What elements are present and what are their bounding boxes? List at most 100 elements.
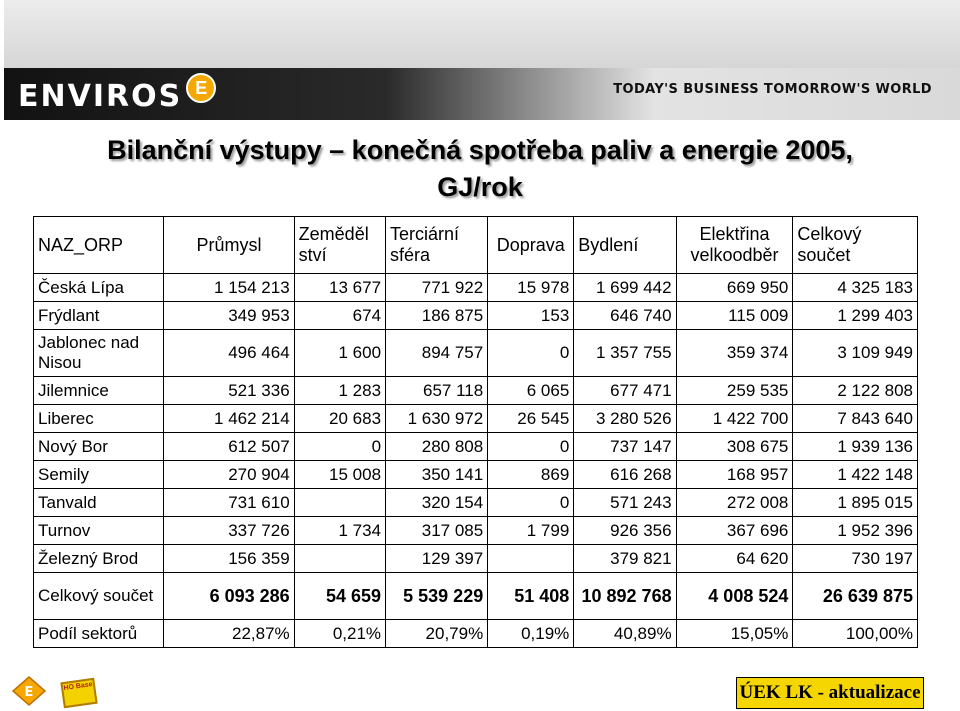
row-label: Jablonec nad Nisou <box>32 329 165 377</box>
header-row: NAZ_ORP Průmysl Zeměděl ství Terciární sfé… <box>32 216 918 274</box>
col-header-doprava: Doprava <box>487 216 575 274</box>
table-row: Liberec 1 462 214 20 683 1 630 972 26 545 3 2… <box>32 404 918 433</box>
table-cell: 0,19% <box>487 619 575 648</box>
table-cell: 5 539 229 <box>385 572 489 620</box>
header-banner: ENVIROS E TODAY'S BUSINESS TOMORROW'S WO… <box>0 0 960 120</box>
table-row: Podíl sektorů 22,87% 0,21% 20,79% 0,19% 40,89… <box>32 619 918 648</box>
table-cell: 26 639 875 <box>792 572 918 620</box>
table-cell: 730 197 <box>792 544 918 573</box>
table-cell: 22,87% <box>163 619 295 648</box>
header-sky <box>4 0 960 68</box>
table-cell: 20 683 <box>293 404 387 433</box>
table-row: Česká Lípa 1 154 213 13 677 771 922 15 978 1 … <box>32 273 918 302</box>
table-cell: 54 659 <box>293 572 387 620</box>
table-cell: 20,79% <box>385 619 489 648</box>
table-cell <box>293 544 387 573</box>
row-label: Jilemnice <box>32 376 165 405</box>
table-cell: 349 953 <box>163 301 295 330</box>
table-cell: 1 600 <box>293 329 387 377</box>
table-row: Tanvald 731 610 320 154 0 571 243 272 008 1 89… <box>32 488 918 517</box>
table-cell: 1 630 972 <box>385 404 489 433</box>
header-stripe <box>4 68 960 120</box>
col-header-elektrina: Elektřina velkoodběr <box>675 216 794 274</box>
table-row: Turnov 337 726 1 734 317 085 1 799 926 356 367… <box>32 516 918 545</box>
table-cell: 657 118 <box>385 376 489 405</box>
table-cell: 926 356 <box>573 516 677 545</box>
table-cell: 270 904 <box>163 460 295 489</box>
table-cell: 1 939 136 <box>792 432 918 461</box>
table-cell: 15 978 <box>487 273 575 302</box>
row-label: Semily <box>32 460 165 489</box>
logo-text: ENVIROS <box>18 78 183 114</box>
table-row: Jablonec nad Nisou 496 464 1 600 894 757 0 1 … <box>32 329 918 377</box>
table-cell: 646 740 <box>573 301 677 330</box>
table-cell: 612 507 <box>163 432 295 461</box>
table-cell: 1 154 213 <box>163 273 295 302</box>
row-label: Železný Brod <box>32 544 165 573</box>
col-header-celkovy-soucet: Celkový součet <box>792 216 918 274</box>
table-body: Česká Lípa 1 154 213 13 677 771 922 15 978 1 … <box>32 273 918 648</box>
table-cell: 677 471 <box>573 376 677 405</box>
table-cell: 367 696 <box>675 516 794 545</box>
title-line-2: GJ/rok <box>437 172 523 202</box>
table-cell: 10 892 768 <box>573 572 677 620</box>
table-cell: 156 359 <box>163 544 295 573</box>
table-cell: 15 008 <box>293 460 387 489</box>
row-label: Celkový součet <box>32 572 165 620</box>
table-cell: 6 093 286 <box>163 572 295 620</box>
table-row: Jilemnice 521 336 1 283 657 118 6 065 677 471… <box>32 376 918 405</box>
enviros-e-icon: E <box>12 676 46 706</box>
table-cell: 317 085 <box>385 516 489 545</box>
row-label: Turnov <box>32 516 165 545</box>
table-row: Celkový součet 6 093 286 54 659 5 539 229 51… <box>32 572 918 620</box>
table-cell: 272 008 <box>675 488 794 517</box>
table-cell <box>293 488 387 517</box>
table-cell: 521 336 <box>163 376 295 405</box>
table-cell: 894 757 <box>385 329 489 377</box>
ho-base-badge: HO Base <box>60 677 98 709</box>
table-cell: 280 808 <box>385 432 489 461</box>
table-cell: 259 535 <box>675 376 794 405</box>
table-cell: 4 325 183 <box>792 273 918 302</box>
row-label: Nový Bor <box>32 432 165 461</box>
table-cell: 1 283 <box>293 376 387 405</box>
col-header-terciarni-sfera: Terciární sféra <box>385 216 489 274</box>
table-cell: 26 545 <box>487 404 575 433</box>
table-cell: 1 422 700 <box>675 404 794 433</box>
table-cell: 51 408 <box>487 572 575 620</box>
title-line-1: Bilanční výstupy – konečná spotřeba pali… <box>107 135 853 165</box>
table-cell: 13 677 <box>293 273 387 302</box>
table-cell: 40,89% <box>573 619 677 648</box>
table-cell: 0,21% <box>293 619 387 648</box>
table-cell: 771 922 <box>385 273 489 302</box>
table-cell: 1 895 015 <box>792 488 918 517</box>
table-cell: 115 009 <box>675 301 794 330</box>
table-cell <box>487 544 575 573</box>
table-cell: 3 280 526 <box>573 404 677 433</box>
table-cell: 153 <box>487 301 575 330</box>
table-cell: 1 699 442 <box>573 273 677 302</box>
table-cell: 379 821 <box>573 544 677 573</box>
table-cell: 15,05% <box>675 619 794 648</box>
table-cell: 1 462 214 <box>163 404 295 433</box>
table-cell: 737 147 <box>573 432 677 461</box>
table-row: Frýdlant 349 953 674 186 875 153 646 740 115 0… <box>32 301 918 330</box>
col-header-zemedelstvi: Zeměděl ství <box>293 216 387 274</box>
table-cell: 1 799 <box>487 516 575 545</box>
table-cell: 186 875 <box>385 301 489 330</box>
col-header-bydleni: Bydlení <box>573 216 677 274</box>
table-cell: 359 374 <box>675 329 794 377</box>
table-cell: 1 357 755 <box>573 329 677 377</box>
table-cell: 308 675 <box>675 432 794 461</box>
row-label: Česká Lípa <box>32 273 165 302</box>
table-row: Železný Brod 156 359 129 397 379 821 64 620 7… <box>32 544 918 573</box>
table-cell: 168 957 <box>675 460 794 489</box>
table-cell: 2 122 808 <box>792 376 918 405</box>
table-cell: 0 <box>487 488 575 517</box>
header-background <box>4 0 960 120</box>
table-cell: 0 <box>487 432 575 461</box>
table-cell: 4 008 524 <box>675 572 794 620</box>
tagline: TODAY'S BUSINESS TOMORROW'S WORLD <box>613 82 932 97</box>
table-cell: 0 <box>293 432 387 461</box>
col-header-naz-orp: NAZ_ORP <box>32 216 165 274</box>
